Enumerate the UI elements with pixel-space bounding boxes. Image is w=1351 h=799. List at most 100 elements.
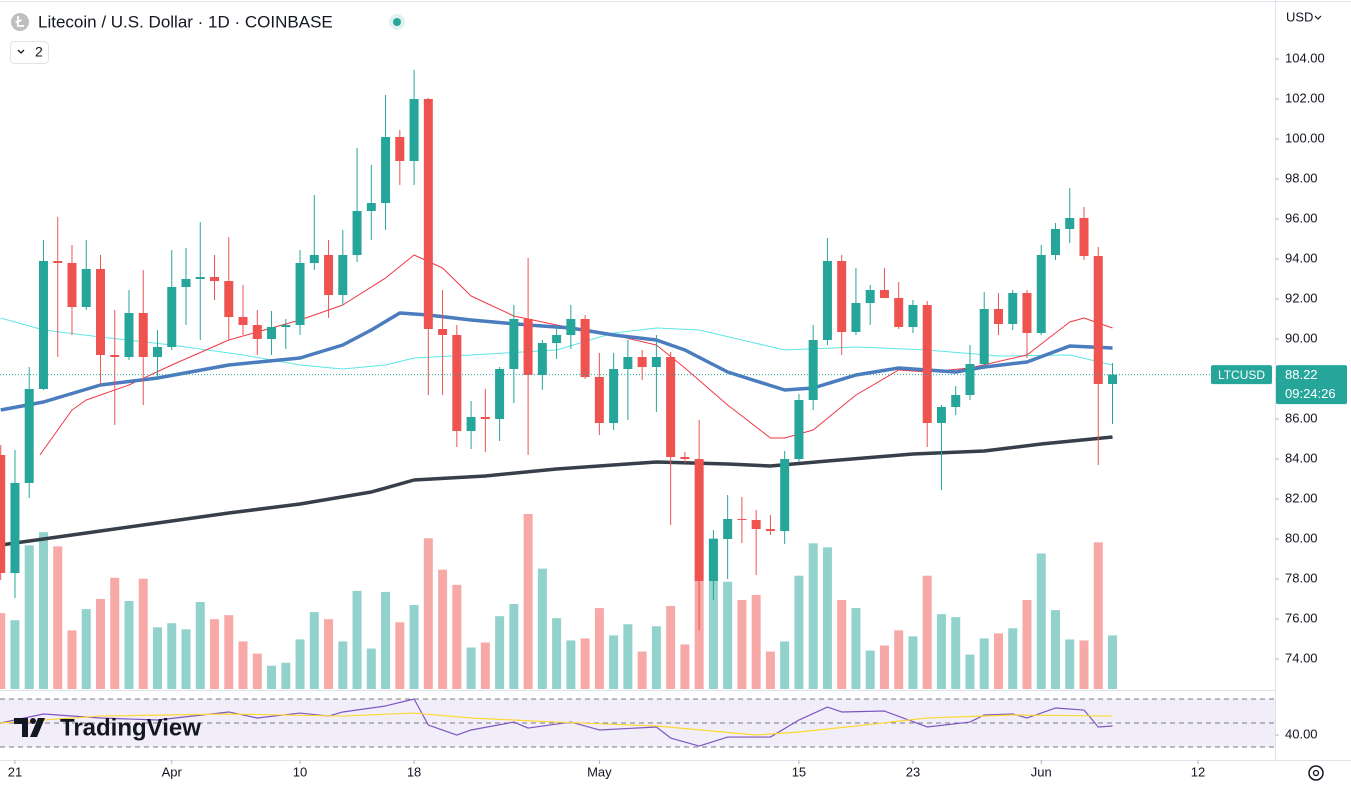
volume-bar <box>1065 639 1075 689</box>
candle-body <box>1079 218 1089 256</box>
y-tick-label: 94.00 <box>1285 250 1318 265</box>
volume-bar <box>623 624 633 689</box>
volume-bar <box>594 608 604 689</box>
candle-body <box>951 395 961 407</box>
volume-bar <box>138 578 148 689</box>
candle-body <box>10 483 20 573</box>
candle-body <box>936 407 946 423</box>
volume-bar <box>267 665 277 689</box>
volume-bar <box>794 575 804 689</box>
candle-body <box>324 255 334 295</box>
logo-mark <box>14 718 28 737</box>
volume-bar <box>609 635 619 689</box>
x-tick-label: 18 <box>407 764 421 779</box>
logo: TradingView <box>14 714 201 741</box>
volume-bar <box>181 629 191 689</box>
candle-body <box>110 355 120 357</box>
y-tick-label: 78.00 <box>1285 570 1318 585</box>
volume-bar <box>167 623 177 689</box>
volume-bar <box>979 638 989 689</box>
candle-body <box>366 203 376 211</box>
candle-body <box>167 287 177 347</box>
candle-body <box>509 319 519 369</box>
volume-bar <box>480 642 490 689</box>
x-tick-label: 10 <box>293 764 307 779</box>
y-tick-label: 86.00 <box>1285 410 1318 425</box>
rsi-pane <box>0 698 1275 748</box>
volume-bar <box>195 602 205 689</box>
candle-body <box>894 298 904 327</box>
candle-body <box>623 357 633 369</box>
volume-bar <box>352 590 362 689</box>
candle-body <box>95 269 105 355</box>
volume-bar <box>495 616 505 689</box>
candle-body <box>395 137 405 161</box>
volume-bar <box>438 569 448 689</box>
candle-body <box>423 99 433 329</box>
gear-icon[interactable] <box>1308 765 1324 781</box>
last-price-tag: LTCUSD 88.22 09:24:26 <box>1211 365 1347 405</box>
symbol-tag-label: LTCUSD <box>1218 368 1265 382</box>
volume-bar <box>67 630 77 689</box>
volume-bar <box>552 618 562 689</box>
volume-bar <box>965 654 975 689</box>
volume-bar <box>808 543 818 689</box>
volume-bar <box>110 577 120 689</box>
candle-body <box>666 357 676 457</box>
indicator-toggle[interactable]: 2 <box>10 41 49 64</box>
volume-bar <box>765 651 775 689</box>
volume-bar <box>1093 542 1103 689</box>
candle-body <box>837 261 847 332</box>
volume-bar <box>708 538 718 689</box>
y-tick-label: 74.00 <box>1285 650 1318 665</box>
x-tick-label: 12 <box>1191 764 1205 779</box>
volume-bar <box>822 547 832 689</box>
y-tick-label: 76.00 <box>1285 610 1318 625</box>
logo-mark <box>30 718 36 724</box>
volume-bar <box>1050 610 1060 689</box>
volume-bar <box>1079 640 1089 689</box>
symbol-header[interactable]: Litecoin / U.S. Dollar · 1D · COINBASE <box>11 12 405 31</box>
volume-bar <box>879 645 889 689</box>
candle-body <box>309 255 319 263</box>
volume-bar <box>680 644 690 689</box>
volume-bar <box>1008 628 1018 689</box>
candle-body <box>765 529 775 531</box>
y-tick-label: 96.00 <box>1285 210 1318 225</box>
rsi-tick-label: 40.00 <box>1285 726 1318 741</box>
volume-bar <box>281 662 291 689</box>
candle-body <box>908 305 918 327</box>
volume-bar <box>694 580 704 689</box>
candle-body <box>708 539 718 581</box>
candle-body <box>452 335 462 431</box>
volume-bar <box>1108 635 1118 689</box>
coin-icon-glyph <box>15 16 24 27</box>
currency-selector[interactable]: USD <box>1286 9 1322 24</box>
volume-bar <box>366 648 376 689</box>
volume-bar <box>124 600 134 689</box>
symbol-tag <box>1211 365 1272 385</box>
candle-body <box>566 319 576 335</box>
volume-bar <box>580 638 590 689</box>
volume-bar <box>509 604 519 689</box>
volume-bar <box>566 640 576 689</box>
currency[interactable]: USD <box>1286 9 1313 24</box>
candle-body <box>252 325 262 339</box>
volume-bar <box>324 619 334 689</box>
candle-body <box>922 305 932 423</box>
candle-body <box>24 389 34 483</box>
candle-body <box>822 261 832 340</box>
candle-body <box>637 357 647 367</box>
toggle-button[interactable] <box>10 41 49 64</box>
y-tick-label: 92.00 <box>1285 290 1318 305</box>
y-tick-label: 104.00 <box>1285 50 1325 65</box>
candle-body <box>53 261 63 263</box>
candle-body <box>1022 293 1032 333</box>
candle-body <box>338 255 348 295</box>
volume-bar <box>409 605 419 689</box>
volume-bar <box>637 651 647 689</box>
settings-button[interactable] <box>1308 765 1324 781</box>
candle-body <box>295 263 305 325</box>
candle-body <box>651 357 661 367</box>
candle-body <box>965 364 975 395</box>
